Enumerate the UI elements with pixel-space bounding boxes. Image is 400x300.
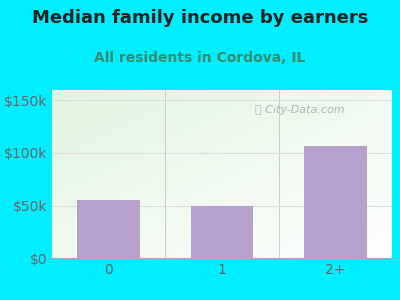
Text: ⓘ City-Data.com: ⓘ City-Data.com [255,105,345,115]
Bar [78,200,140,258]
Bar [304,146,366,258]
Text: All residents in Cordova, IL: All residents in Cordova, IL [94,51,306,65]
Text: Median family income by earners: Median family income by earners [32,9,368,27]
Bar [191,206,253,258]
